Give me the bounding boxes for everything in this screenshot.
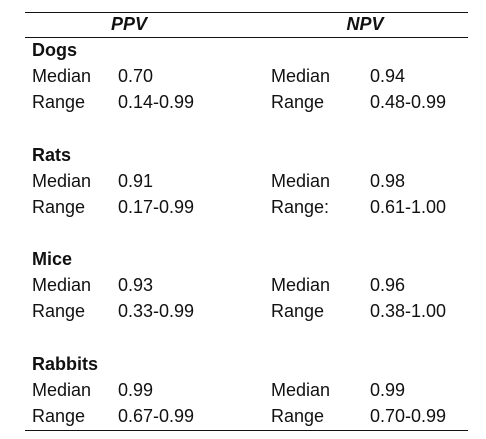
npv-range-value: 0.61-1.00	[370, 196, 447, 217]
ppv-range-label: Range	[32, 301, 86, 321]
species-title: Mice	[32, 249, 73, 269]
ppv-range-label: Range	[32, 405, 86, 426]
ppv-median-value: 0.93	[118, 275, 154, 295]
npv-range-label: Range:	[271, 196, 330, 217]
npv-median-value: 0.94	[370, 66, 406, 86]
ppv-column-header: PPV	[110, 14, 148, 34]
ppv-range-label: Range	[32, 196, 86, 217]
npv-median-label: Median	[271, 275, 331, 295]
species-title: Dogs	[32, 40, 77, 60]
ppv-median-value: 0.70	[118, 66, 154, 86]
npv-median-value: 0.96	[370, 275, 406, 295]
ppv-median-value: 0.91	[118, 170, 154, 191]
npv-median-label: Median	[271, 66, 331, 86]
ppv-median-label: Median	[32, 66, 92, 86]
npv-range-value: 0.70-0.99	[370, 405, 447, 426]
npv-range-label: Range	[271, 301, 325, 321]
header-divider-rule	[25, 37, 468, 38]
ppv-range-label: Range	[32, 92, 86, 112]
ppv-range-value: 0.33-0.99	[118, 301, 195, 321]
table-bottom-rule	[25, 430, 468, 431]
ppv-median-label: Median	[32, 170, 92, 191]
npv-median-label: Median	[271, 379, 331, 400]
species-title: Rabbits	[32, 353, 99, 374]
npv-column-header: NPV	[346, 14, 384, 34]
npv-range-label: Range	[271, 405, 325, 426]
npv-median-label: Median	[271, 170, 331, 191]
ppv-range-value: 0.67-0.99	[118, 405, 195, 426]
ppv-median-value: 0.99	[118, 379, 154, 400]
ppv-range-value: 0.14-0.99	[118, 92, 195, 112]
npv-range-label: Range	[271, 92, 325, 112]
ppv-median-label: Median	[32, 275, 92, 295]
npv-range-value: 0.48-0.99	[370, 92, 447, 112]
table-top-rule	[25, 12, 468, 13]
ppv-median-label: Median	[32, 379, 92, 400]
npv-median-value: 0.99	[370, 379, 406, 400]
ppv-range-value: 0.17-0.99	[118, 196, 195, 217]
species-title: Rats	[32, 144, 72, 165]
npv-range-value: 0.38-1.00	[370, 301, 447, 321]
npv-median-value: 0.98	[370, 170, 406, 191]
